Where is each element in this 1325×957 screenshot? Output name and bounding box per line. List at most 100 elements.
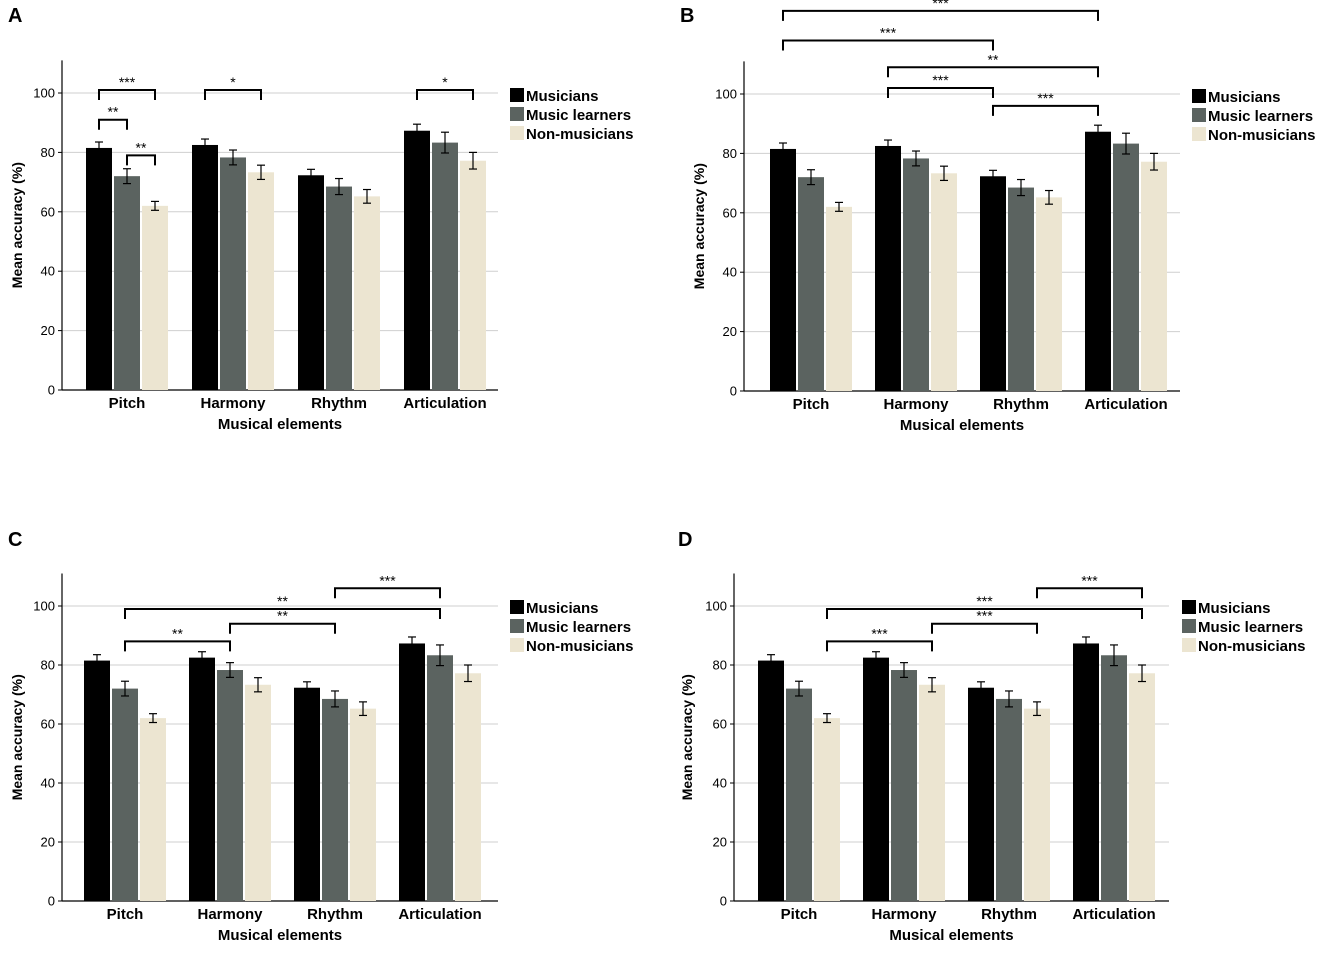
significance-label: ***	[1081, 572, 1098, 588]
panel-d: D 0 20 40 60 80 100 Pitch Harmony Rhythm Articulat…	[672, 510, 1325, 957]
bar	[1113, 143, 1139, 391]
legend-swatch	[1182, 600, 1196, 614]
bar	[770, 148, 796, 391]
significance-label: **	[988, 51, 999, 67]
bar	[432, 142, 458, 390]
legend-label: Non-musicians	[1198, 638, 1306, 655]
significance-bracket	[782, 39, 994, 51]
x-axis-title: Musical elements	[889, 927, 1013, 944]
panel-label: C	[8, 529, 22, 551]
y-tick-label: 60	[41, 204, 55, 219]
bar	[1024, 708, 1050, 901]
bar	[189, 657, 215, 901]
significance-label: ***	[871, 625, 888, 641]
significance-bracket	[887, 87, 994, 99]
x-axis-title: Musical elements	[900, 417, 1024, 434]
legend-swatch	[510, 638, 524, 652]
legend-swatch	[1192, 127, 1206, 141]
legend-swatch	[510, 107, 524, 121]
y-axis-title: Mean accuracy (%)	[9, 674, 25, 800]
bar	[1008, 187, 1034, 391]
legend-label: Musicians	[1208, 89, 1281, 106]
y-axis-title: Mean accuracy (%)	[691, 163, 707, 289]
legend-label: Music learners	[526, 619, 631, 636]
y-tick-label: 20	[713, 835, 727, 850]
bar	[140, 718, 166, 901]
bar	[786, 688, 812, 901]
y-tick-label: 0	[730, 384, 737, 399]
y-tick-label: 100	[715, 87, 737, 102]
legend-label: Music learners	[526, 107, 631, 124]
y-tick-label: 100	[33, 86, 55, 101]
legend-swatch	[510, 126, 524, 140]
bar	[1036, 197, 1062, 391]
panel-label: B	[680, 5, 694, 27]
x-tick-label: Rhythm	[311, 395, 367, 412]
legend-swatch	[1182, 638, 1196, 652]
x-tick-label: Rhythm	[981, 906, 1037, 923]
bar	[1141, 161, 1167, 391]
bar	[84, 660, 110, 901]
y-tick-label: 40	[713, 776, 727, 791]
bar	[427, 655, 453, 901]
legend-label: Non-musicians	[1208, 127, 1316, 144]
x-tick-label: Harmony	[871, 906, 937, 923]
x-tick-label: Articulation	[403, 395, 486, 412]
x-tick-label: Harmony	[200, 395, 266, 412]
legend-label: Music learners	[1208, 108, 1313, 125]
bar	[903, 158, 929, 391]
significance-label: *	[442, 74, 448, 90]
bar	[919, 684, 945, 901]
significance-bracket	[887, 66, 1099, 78]
significance-bracket	[992, 104, 1099, 116]
y-tick-label: 80	[713, 658, 727, 673]
significance-bracket	[931, 622, 1038, 634]
y-tick-label: 0	[48, 383, 55, 398]
significance-label: *	[230, 74, 236, 90]
y-axis-title: Mean accuracy (%)	[679, 674, 695, 800]
y-tick-label: 20	[41, 323, 55, 338]
significance-bracket	[1036, 587, 1143, 599]
x-tick-label: Rhythm	[993, 396, 1049, 413]
significance-bracket	[782, 9, 1099, 21]
bar	[326, 186, 352, 390]
bar	[322, 698, 348, 901]
significance-bracket	[334, 587, 441, 599]
panel-b: B 0 20 40 60 80 100 Pitch Harmony Rhythm Articulat…	[680, 0, 1325, 450]
x-tick-label: Articulation	[398, 906, 481, 923]
x-tick-label: Harmony	[197, 906, 263, 923]
legend-label: Musicians	[1198, 600, 1271, 617]
significance-label: ***	[880, 25, 897, 41]
bar	[294, 687, 320, 901]
chart-panel-d: D 0 20 40 60 80 100 Pitch Harmony Rhythm Articulat…	[678, 529, 1306, 944]
y-tick-label: 0	[48, 894, 55, 909]
significance-label: ***	[119, 74, 136, 90]
legend-label: Non-musicians	[526, 126, 634, 143]
bar	[1101, 655, 1127, 901]
legend-swatch	[1192, 89, 1206, 103]
bar	[875, 145, 901, 391]
significance-bracket	[229, 622, 336, 634]
y-tick-label: 80	[41, 145, 55, 160]
legend-swatch	[510, 88, 524, 102]
bar	[350, 708, 376, 901]
chart-panel-c: C 0 20 40 60 80 100 Pitch Harmony Rhythm Articulat…	[8, 529, 634, 944]
y-tick-label: 60	[41, 717, 55, 732]
bar	[1085, 131, 1111, 391]
significance-label: ***	[932, 72, 949, 88]
bar	[826, 206, 852, 391]
bar	[1073, 643, 1099, 901]
panel-label: D	[678, 529, 692, 551]
significance-bracket	[98, 118, 128, 130]
significance-label: **	[277, 593, 288, 609]
bar	[798, 177, 824, 391]
x-tick-label: Pitch	[781, 906, 818, 923]
x-tick-label: Harmony	[883, 396, 949, 413]
x-axis-title: Musical elements	[218, 927, 342, 944]
y-tick-label: 40	[723, 265, 737, 280]
bar	[758, 660, 784, 901]
x-tick-label: Rhythm	[307, 906, 363, 923]
significance-bracket	[126, 154, 156, 166]
bar	[86, 147, 112, 390]
panel-label: A	[8, 5, 22, 27]
